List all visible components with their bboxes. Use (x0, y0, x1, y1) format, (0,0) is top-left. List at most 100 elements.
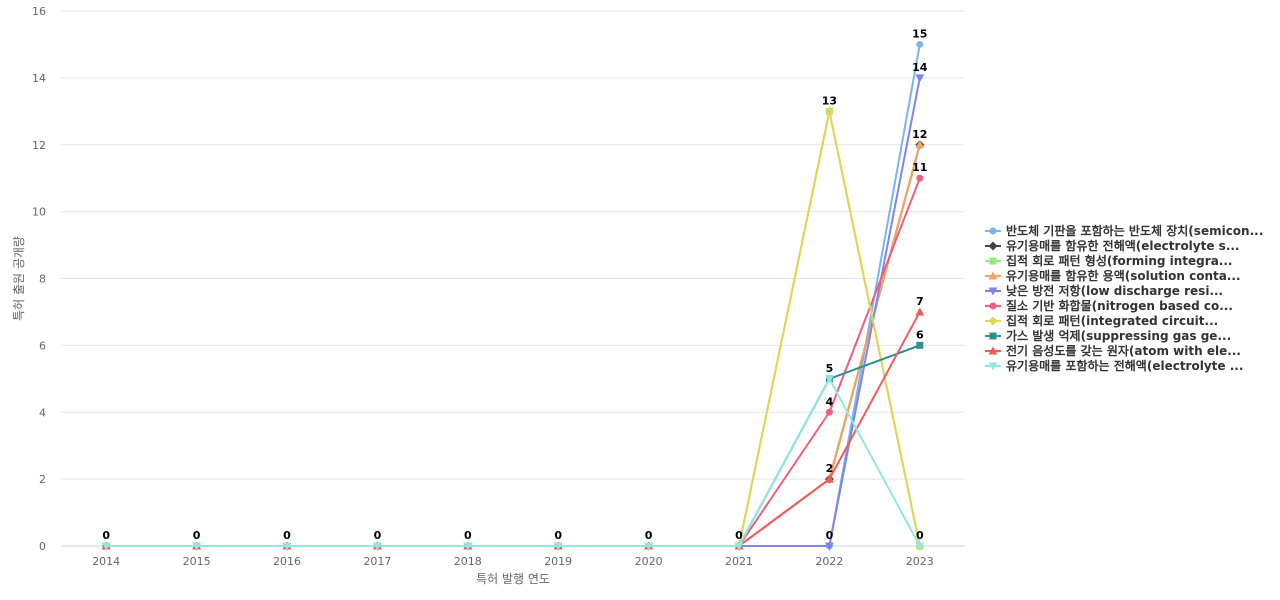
x-tick-label: 2020 (635, 555, 663, 568)
series-marker (915, 307, 925, 316)
x-tick-label: 2021 (725, 555, 753, 568)
y-tick-label: 6 (39, 339, 46, 352)
series-line (105, 110, 921, 547)
x-tick-label: 2017 (363, 555, 391, 568)
series-marker (989, 257, 997, 265)
series-marker (915, 140, 925, 149)
legend-item[interactable]: 낮은 방전 저항(low discharge resi... (985, 283, 1223, 298)
y-axis-title: 특허 출원 공개량 (12, 236, 26, 321)
data-label: 2 (826, 462, 834, 475)
series-9 (101, 307, 925, 550)
series-marker (192, 542, 202, 551)
legend-item[interactable]: 가스 발생 억제(suppressing gas ge... (985, 328, 1231, 343)
data-label: 0 (645, 529, 653, 542)
legend-label: 유기용매를 함유한 용액(solution conta... (1006, 268, 1241, 283)
y-tick-label: 12 (32, 139, 46, 152)
x-tick-label: 2015 (183, 555, 211, 568)
series-line (105, 310, 921, 547)
series-marker (988, 287, 998, 296)
series-marker (988, 316, 998, 326)
x-tick-label: 2018 (454, 555, 482, 568)
data-label: 12 (912, 128, 927, 141)
series-line (105, 76, 921, 547)
series-marker (824, 106, 834, 116)
series-marker (101, 542, 111, 551)
legend-label: 낮은 방전 저항(low discharge resi... (1006, 283, 1223, 298)
series-marker (988, 362, 998, 371)
data-label: 11 (912, 161, 927, 174)
legend-item[interactable]: 유기용매를 함유한 용액(solution conta... (985, 268, 1241, 283)
y-tick-label: 14 (32, 72, 46, 85)
y-tick-label: 4 (39, 406, 46, 419)
data-label: 14 (912, 61, 928, 74)
series-marker (553, 542, 563, 551)
x-tick-label: 2019 (544, 555, 572, 568)
series-group (101, 40, 925, 551)
series-line (105, 344, 921, 547)
data-label: 0 (193, 529, 201, 542)
legend-label: 집적 회로 패턴(integrated circuit... (1006, 313, 1218, 328)
series-10 (101, 375, 925, 551)
legend-label: 유기용매를 포함하는 전해액(electrolyte ... (1006, 358, 1243, 373)
gridlines (61, 10, 965, 547)
data-label: 5 (826, 362, 834, 375)
data-label: 7 (916, 295, 924, 308)
x-tick-label: 2023 (906, 555, 934, 568)
series-marker (916, 40, 924, 48)
series-line (105, 377, 921, 547)
legend-item[interactable]: 유기용매를 함유한 전해액(electrolyte s... (985, 238, 1240, 253)
series-marker (989, 227, 997, 235)
series-marker (916, 174, 924, 182)
series-marker (988, 271, 998, 280)
x-axis: 2014 2015 2016 2017 2018 2019 2020 2021 2022 2023 (92, 546, 934, 568)
x-axis-title: 특허 발행 연도 (476, 571, 550, 586)
legend-label: 전기 음성도를 갖는 원자(atom with ele... (1006, 343, 1241, 358)
data-label: 0 (826, 529, 834, 542)
series-marker (915, 74, 925, 83)
y-tick-label: 2 (39, 473, 46, 486)
series-marker (988, 241, 998, 251)
series-marker (916, 341, 924, 349)
series-marker (989, 302, 997, 310)
series-3 (102, 107, 924, 550)
data-label: 0 (374, 529, 382, 542)
data-label: 0 (464, 529, 472, 542)
series-line (105, 110, 921, 547)
data-label: 0 (102, 529, 110, 542)
legend-item[interactable]: 전기 음성도를 갖는 원자(atom with ele... (985, 343, 1241, 358)
y-tick-label: 0 (39, 540, 46, 553)
series-marker (988, 346, 998, 355)
series-7 (101, 106, 925, 551)
series-6 (102, 174, 924, 550)
series-marker (824, 474, 834, 483)
legend[interactable]: 반도체 기판을 포함하는 반도체 장치(semicon...유기용매를 함유한 … (985, 223, 1263, 373)
y-axis-ticks: 0 2 4 6 8 10 12 14 16 (32, 5, 46, 553)
data-label: 0 (283, 529, 291, 542)
data-label: 4 (826, 395, 834, 408)
y-tick-label: 10 (32, 206, 46, 219)
series-marker (824, 542, 834, 551)
legend-item[interactable]: 집적 회로 패턴 형성(forming integra... (985, 253, 1232, 268)
series-line (105, 177, 921, 547)
data-label: 0 (916, 529, 924, 542)
legend-item[interactable]: 집적 회로 패턴(integrated circuit... (985, 313, 1218, 328)
data-label: 13 (822, 94, 837, 107)
x-tick-label: 2022 (815, 555, 843, 568)
series-8 (102, 341, 924, 550)
series-marker (825, 408, 833, 416)
series-line (105, 43, 921, 547)
legend-label: 질소 기반 화합물(nitrogen based co... (1006, 298, 1233, 313)
data-label: 15 (912, 27, 927, 40)
x-tick-label: 2014 (92, 555, 120, 568)
legend-item[interactable]: 질소 기반 화합물(nitrogen based co... (985, 298, 1233, 313)
data-labels: 15 12 0 14 4 11 13 6 2 7 0 0 0 0 0 0 0 0 5 0 (102, 27, 927, 542)
series-marker (644, 542, 654, 551)
series-marker (915, 542, 925, 551)
series-marker (734, 542, 744, 551)
legend-item[interactable]: 반도체 기판을 포함하는 반도체 장치(semicon... (985, 223, 1263, 238)
data-label: 6 (916, 328, 924, 341)
legend-item[interactable]: 유기용매를 포함하는 전해액(electrolyte ... (985, 358, 1243, 373)
legend-label: 유기용매를 함유한 전해액(electrolyte s... (1006, 238, 1240, 253)
series-1 (102, 40, 924, 550)
